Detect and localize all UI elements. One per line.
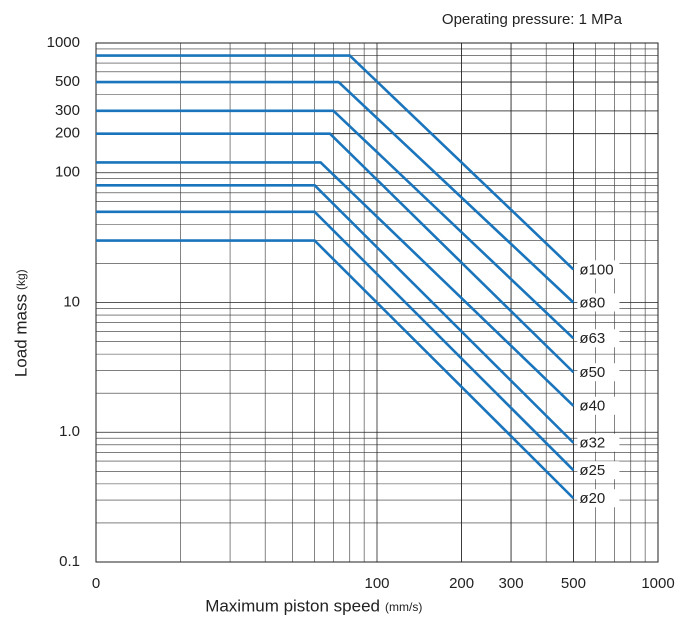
series-label: ø20 bbox=[579, 490, 605, 507]
series-line bbox=[96, 239, 575, 500]
series-label-bg bbox=[577, 433, 620, 452]
x-tick-label: 0 bbox=[92, 575, 100, 592]
series-label: ø32 bbox=[579, 435, 605, 452]
series-line bbox=[96, 54, 575, 271]
series-label-bg bbox=[577, 396, 620, 415]
series-label-bg bbox=[577, 363, 620, 382]
y-tick-label: 10 bbox=[63, 293, 80, 310]
x-tick-label: 300 bbox=[499, 575, 524, 592]
series-label-bg bbox=[577, 260, 620, 279]
series-label: ø50 bbox=[579, 364, 605, 381]
y-tick-label: 300 bbox=[55, 102, 80, 119]
series-line bbox=[96, 132, 575, 374]
series-label-bg bbox=[577, 461, 620, 480]
series-label-bg bbox=[577, 489, 620, 508]
x-tick-label: 200 bbox=[449, 575, 474, 592]
y-axis-unit: (kg) bbox=[14, 269, 28, 290]
x-axis-unit: (mm/s) bbox=[385, 600, 422, 614]
series-line bbox=[96, 210, 575, 472]
y-tick-label: 500 bbox=[55, 73, 80, 90]
series-label: ø63 bbox=[579, 330, 605, 347]
y-axis-title-group: Load mass (kg) bbox=[11, 269, 30, 377]
x-tick-label: 1000 bbox=[641, 575, 674, 592]
series-line bbox=[96, 161, 575, 407]
y-tick-label: 200 bbox=[55, 125, 80, 142]
series-label-bg bbox=[577, 329, 620, 348]
x-tick-label: 100 bbox=[364, 575, 389, 592]
series-label-bg bbox=[577, 293, 620, 312]
y-axis-title: Load mass bbox=[11, 294, 30, 377]
y-tick-label: 1.0 bbox=[59, 423, 80, 440]
series-label: ø40 bbox=[579, 398, 605, 415]
x-axis-title: Maximum piston speed bbox=[205, 596, 380, 615]
x-tick-label: 500 bbox=[561, 575, 586, 592]
y-tick-label: 1000 bbox=[47, 34, 80, 51]
series-line bbox=[96, 80, 575, 304]
series-label: ø100 bbox=[579, 261, 613, 278]
series-line bbox=[96, 109, 575, 340]
series-label: ø25 bbox=[579, 462, 605, 479]
series-label: ø80 bbox=[579, 294, 605, 311]
plot-frame bbox=[95, 42, 659, 563]
series-line bbox=[96, 184, 575, 444]
y-tick-label: 0.1 bbox=[59, 553, 80, 570]
annotation: Operating pressure: 1 MPa bbox=[442, 11, 623, 28]
y-tick-label: 100 bbox=[55, 164, 80, 181]
